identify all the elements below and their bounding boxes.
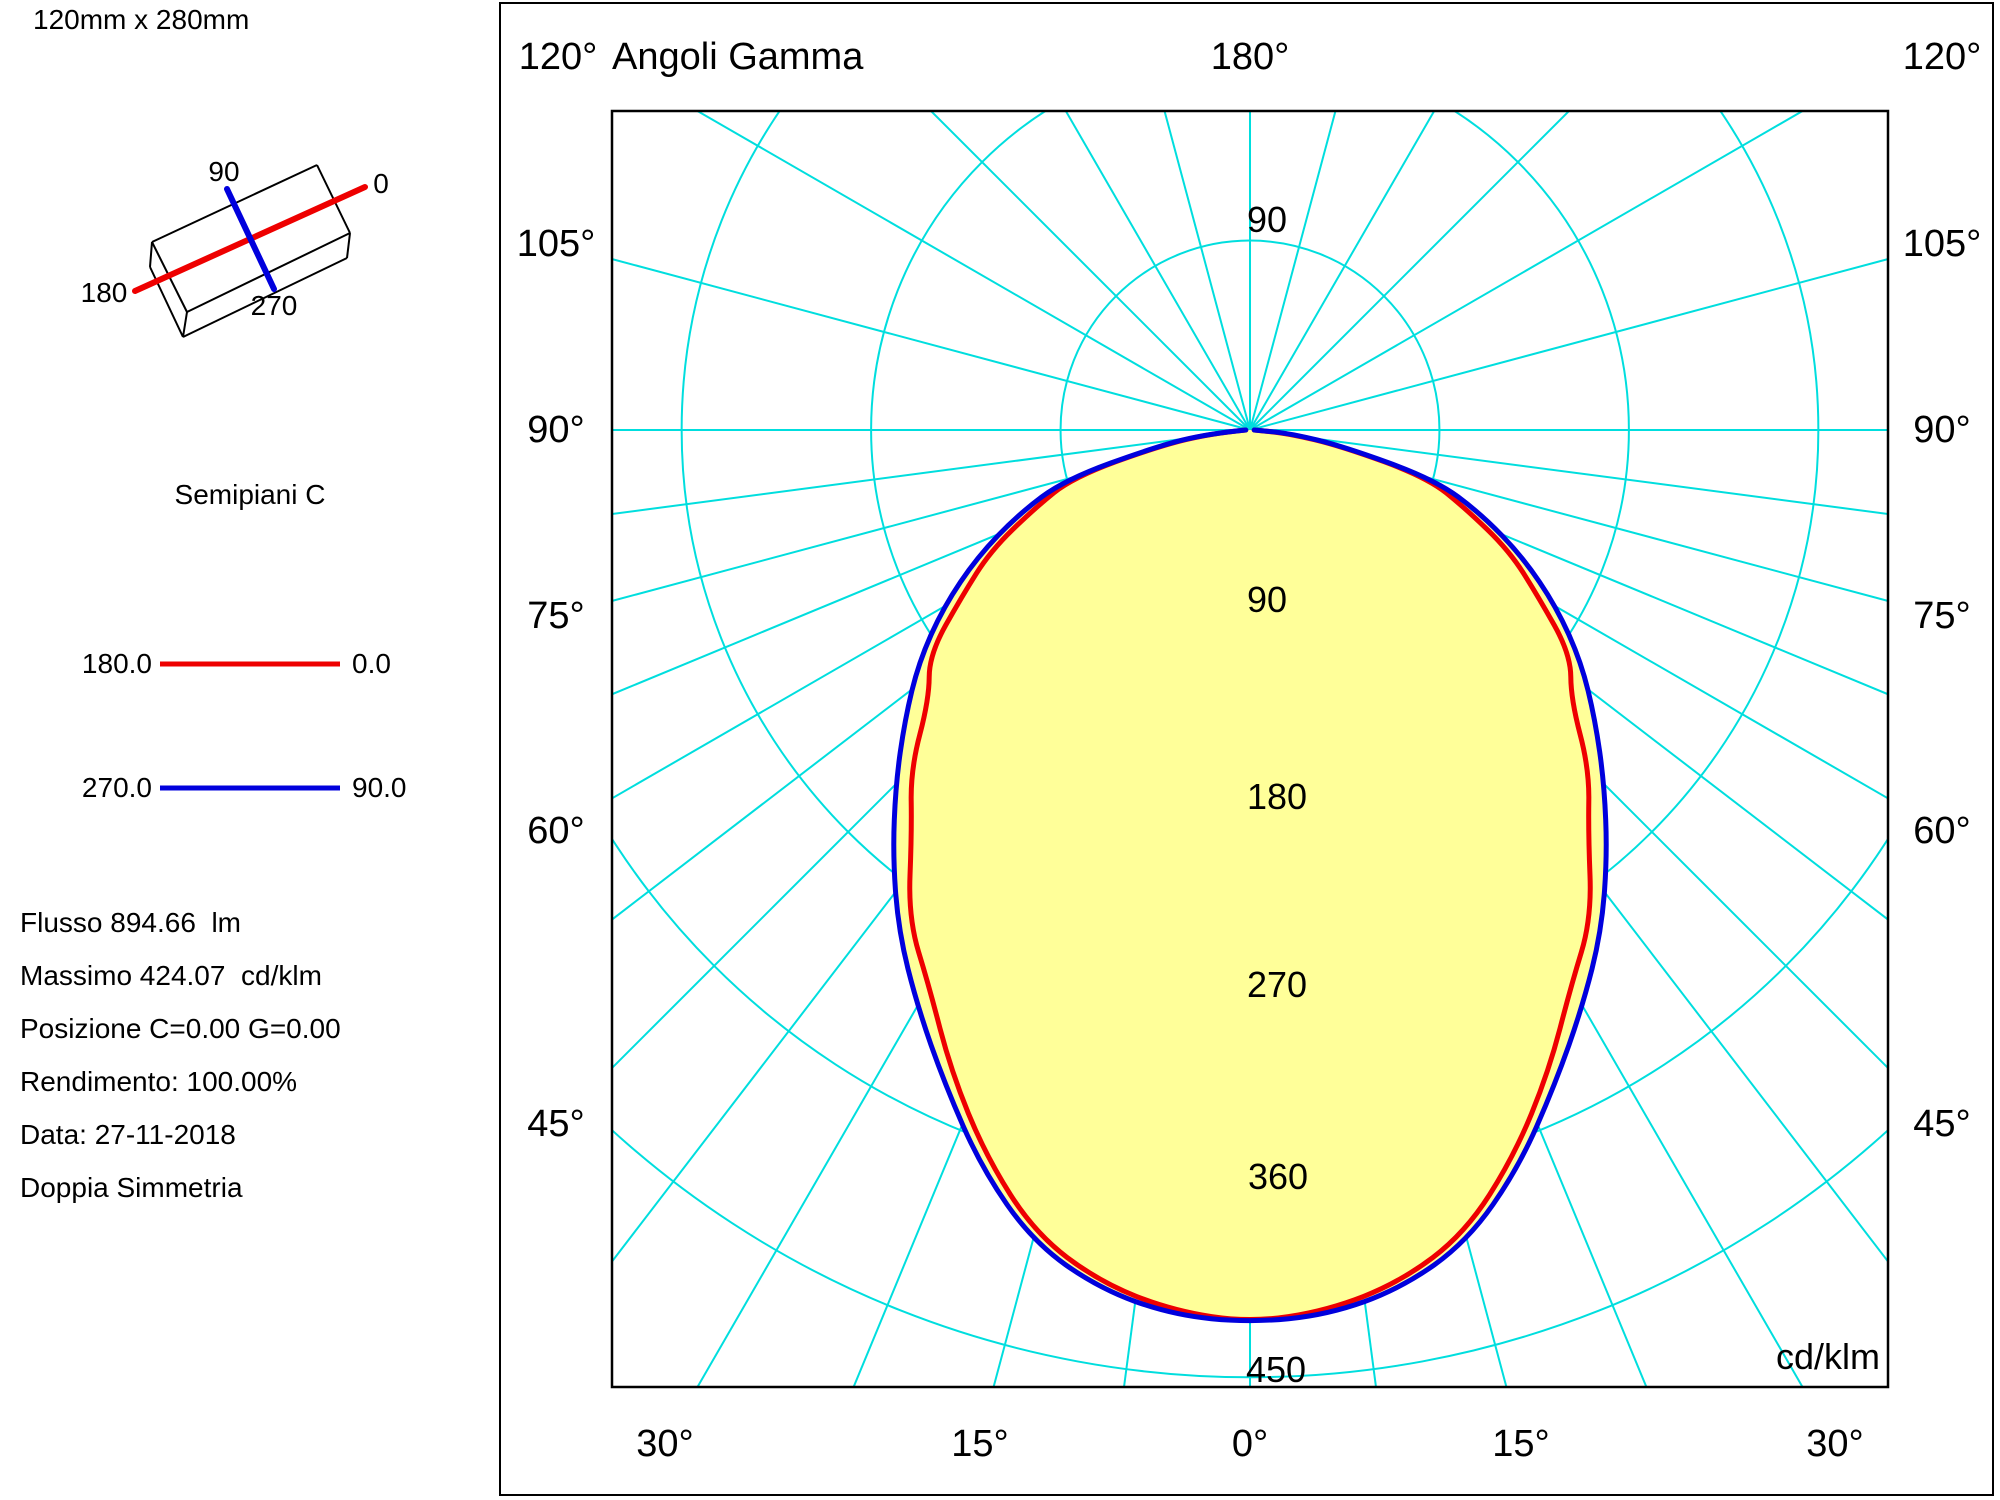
- grid-ray: [695, 111, 1251, 431]
- grid-ray: [612, 258, 1251, 431]
- grid-ray: [1249, 258, 1888, 431]
- cplane-label-180: 180: [80, 277, 128, 308]
- intensity-label-360-4: 360: [1247, 1156, 1309, 1197]
- gamma-label-left-4: 45°: [527, 1103, 585, 1145]
- intensity-fill: [893, 430, 1607, 1321]
- plot-border: [610, 109, 1890, 1389]
- gamma-label-left-2: 75°: [527, 595, 585, 637]
- info-line-3: Rendimento: 100.00%: [20, 1065, 298, 1097]
- luminaire-sketch: [132, 164, 368, 338]
- gamma-label-bottom-4: 30°: [1806, 1423, 1864, 1465]
- gamma-label-right-2: 75°: [1913, 595, 1971, 637]
- grid-ray: [612, 429, 1251, 602]
- legend-lines: [160, 661, 340, 791]
- intensity-label-450-5: 450: [1245, 1349, 1307, 1390]
- gamma-label-bottom-2: 0°: [1231, 1423, 1269, 1465]
- cplane-label-270: 270: [250, 290, 298, 321]
- info-line-2: Posizione C=0.00 G=0.00: [20, 1012, 341, 1044]
- cplane-label-90: 90: [208, 156, 240, 187]
- grid-ray: [929, 111, 1251, 431]
- sketch-c90-c270-axis: [224, 186, 277, 292]
- legend-label-90: 90.0: [352, 772, 407, 803]
- intensity-label-180-2: 180: [1246, 776, 1308, 817]
- grid-ray: [1249, 429, 1888, 516]
- gamma-label-top-2: 120°: [1902, 36, 1982, 78]
- legend-label-0: 0.0: [352, 648, 391, 679]
- sketch-edge: [149, 241, 153, 268]
- gamma-label-left-0: 105°: [516, 223, 596, 265]
- grid-ray: [1249, 429, 1888, 602]
- gamma-label-bottom-0: 30°: [636, 1423, 694, 1465]
- info-line-1: Massimo 424.07 cd/klm: [20, 959, 322, 991]
- grid-ray: [1249, 111, 1571, 431]
- cplane-label-0: 0: [373, 168, 389, 199]
- unit-label: cd/klm: [1775, 1336, 1880, 1377]
- chart-title: Angoli Gamma: [612, 36, 864, 78]
- info-line-0: Flusso 894.66 lm: [20, 906, 241, 938]
- intensity-label-90-0: 90: [1246, 199, 1288, 240]
- photometric-info-block: Flusso 894.66 lm Massimo 424.07 cd/klm Pos…: [20, 896, 341, 1214]
- info-line-5: Doppia Simmetria: [20, 1171, 243, 1203]
- intensity-label-90-1: 90: [1246, 579, 1288, 620]
- gamma-label-bottom-1: 15°: [951, 1423, 1009, 1465]
- gamma-label-right-3: 60°: [1913, 810, 1971, 852]
- grid-ray: [1163, 111, 1251, 431]
- grid-ray: [1249, 111, 1436, 431]
- luminaire-dimensions: 120mm x 280mm: [33, 4, 250, 35]
- gamma-label-left-3: 60°: [527, 810, 585, 852]
- sketch-edge: [182, 311, 188, 338]
- gamma-label-right-4: 45°: [1913, 1103, 1971, 1145]
- grid-ray: [612, 429, 1251, 516]
- curve-c90-c270: [891, 427, 1609, 1324]
- legend-label-270: 270.0: [81, 772, 152, 803]
- semipiani-title: Semipiani C: [174, 479, 326, 510]
- info-line-4: Data: 27-11-2018: [20, 1118, 236, 1150]
- gamma-label-right-0: 105°: [1902, 223, 1982, 265]
- intensity-label-270-3: 270: [1246, 964, 1308, 1005]
- grid-ray: [1064, 111, 1251, 431]
- intensity-curves: [891, 427, 1609, 1324]
- legend-label-180: 180.0: [81, 648, 152, 679]
- gamma-label-top-0: 120°: [518, 36, 598, 78]
- sketch-edge: [346, 232, 351, 259]
- gamma-label-right-1: 90°: [1913, 409, 1971, 451]
- gamma-label-bottom-3: 15°: [1492, 1423, 1550, 1465]
- grid-ray: [1249, 111, 1337, 431]
- gamma-label-top-1: 180°: [1210, 36, 1290, 78]
- gamma-label-left-1: 90°: [527, 409, 585, 451]
- grid-ray: [1249, 111, 1805, 431]
- sketch-edge: [182, 257, 348, 338]
